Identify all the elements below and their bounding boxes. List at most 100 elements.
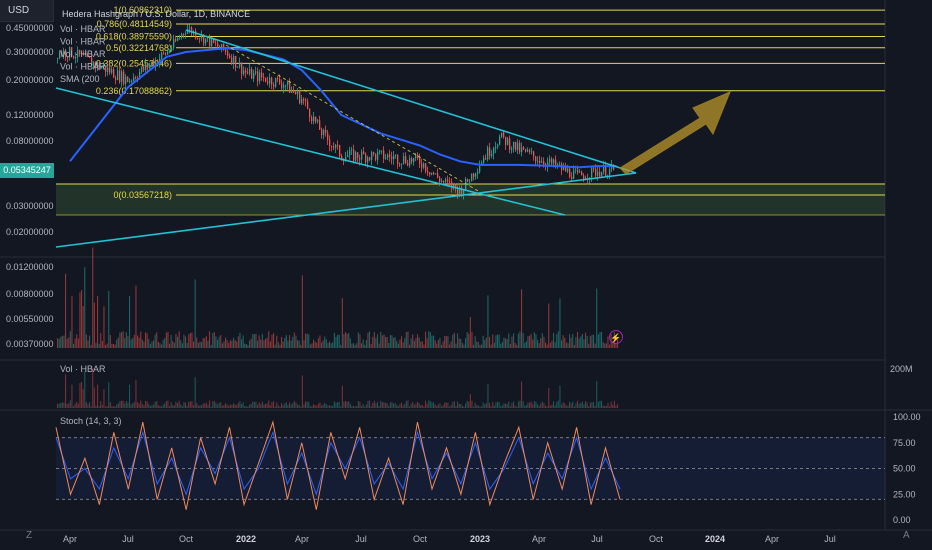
volume-pane-bar [113,406,115,408]
stoch-axis-label: 100.00 [893,412,921,422]
volume-pane-bar [538,405,540,408]
candle-body [69,47,71,58]
candle-body [79,49,81,54]
candle-body [387,154,389,158]
volume-bar [210,345,212,348]
volume-bar [319,335,321,348]
candle-body [609,169,611,176]
candle-body [71,47,73,57]
volume-pane-bar [229,404,231,408]
volume-pane-bar [495,402,497,408]
volume-bar [95,342,97,348]
candle-body [447,179,449,182]
volume-pane-bar [461,405,463,408]
volume-pane-bar [228,405,230,408]
indicator-label: Vol · HBAR [60,24,106,34]
trendlines[interactable] [55,29,637,248]
volume-pane-bar [114,406,116,408]
candle-body [135,77,137,79]
volume-pane-bar [173,405,175,408]
volume-pane-bar [221,405,223,408]
volume-bar [465,338,467,348]
volume-pane-bar [250,403,252,408]
volume-bar [260,339,262,348]
candle-body [601,172,603,177]
volume-bar [351,343,353,348]
sma-line [69,47,617,169]
candle-body [305,100,307,102]
volume-pane-bar [369,400,371,408]
indicator-label: Vol · HBAR [60,62,106,72]
volume-bar [301,275,303,348]
candle-body [257,71,259,82]
candle-body [267,81,269,84]
volume-pane-bar [575,403,577,408]
volume-pane-bar [165,401,167,408]
candle-body [179,37,181,39]
candle-body [295,91,297,95]
candle-body [319,120,321,130]
volume-pane-bar [602,405,604,408]
auto-scale-icon[interactable]: A [903,530,910,541]
volume-bar [585,332,587,348]
volume-pane-bar [421,405,423,408]
candle-body [117,70,119,80]
volume-pane-bar [303,404,305,408]
volume-pane-bar [153,404,155,408]
volume-pane-bar [175,401,177,408]
volume-pane-bar [548,387,550,408]
lightning-icon[interactable]: ⚡ [609,330,623,344]
candle-body [441,180,443,182]
candle-body [249,69,251,74]
volume-pane-bar [170,402,172,408]
volume-pane-bar [386,403,388,408]
candle-body [119,70,121,82]
volume-pane-bar [612,405,614,408]
volume-pane-bar [335,403,337,408]
candle-body [247,72,249,74]
volume-pane-bar [305,401,307,408]
currency-selector[interactable]: USD [0,0,54,22]
volume-bar [394,337,396,348]
volume-bar [337,334,339,348]
timezone-icon[interactable]: Z [26,530,33,541]
volume-pane-bar [314,405,316,408]
volume-pane-bar [249,404,251,408]
candle-body [423,163,425,168]
volume-pane-bar [58,403,60,408]
candle-body [333,146,335,148]
volume-bar [282,341,284,348]
volume-pane-bar [295,402,297,408]
candle-body [81,53,83,55]
volume-bar [194,279,196,348]
volume-pane-bar [201,405,203,408]
volume-bar [167,331,169,348]
volume-pane-bar [509,406,511,408]
volume-pane-bar [234,404,236,408]
candle-body [91,57,93,66]
volume-bar [485,337,487,348]
projection-arrow[interactable] [619,91,731,175]
volume-bar [324,336,326,348]
volume-pane-bar [441,406,443,408]
volume-bar [385,336,387,348]
volume-pane-bar [90,406,92,408]
fib-retracement[interactable]: 1(0.60862310) 0.786(0.48114549) 0.618(0.38… [96,5,885,200]
volume-pane-bar [513,401,515,408]
candle-body [293,89,295,92]
volume-pane-bar [484,404,486,408]
volume-bar [298,340,300,348]
volume-pane-bar [399,404,401,408]
volume-bar [420,341,422,348]
candle-body [369,157,371,160]
candle-body [265,77,267,82]
volume-pane-bar [333,401,335,408]
volume-bar [404,338,406,348]
volume-pane-bar [415,403,417,408]
time-axis-label: Apr [63,534,77,544]
candle-body [151,61,153,65]
candle-body [539,160,541,163]
volume-bar [327,343,329,348]
candle-body [85,53,87,55]
